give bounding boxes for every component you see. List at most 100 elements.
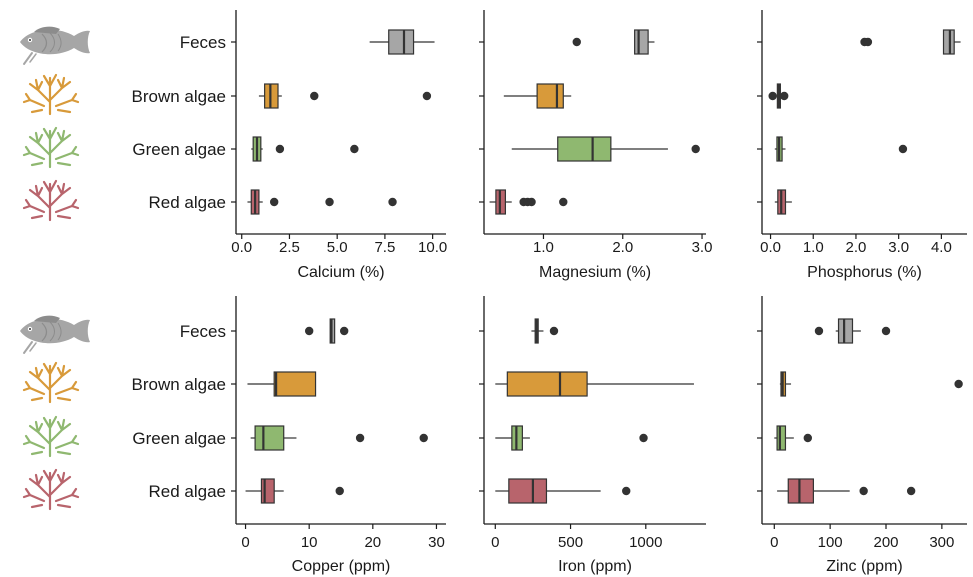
box-green-algae <box>250 425 428 451</box>
category-label-red-algae: Red algae <box>148 193 226 212</box>
red-algae-icon <box>22 179 80 222</box>
box-feces <box>369 29 435 55</box>
x-tick-label: 200 <box>873 534 898 551</box>
outlier-point <box>335 486 344 496</box>
panel-copper-ppm: 0 10 20 30 Copper (ppm) <box>231 296 446 575</box>
x-axis-title: Phosphorus (%) <box>807 264 922 281</box>
outlier-point <box>549 326 559 336</box>
panel-phosphorus: 0.0 1.0 2.0 3.0 4.0 Phosphorus (%) <box>757 10 967 281</box>
outlier-point <box>859 486 868 496</box>
box-iqr <box>506 371 588 397</box>
box-red-algae <box>774 189 792 215</box>
x-tick-label: 2.0 <box>846 239 867 256</box>
x-tick-label: 0.0 <box>231 239 252 256</box>
outlier-point <box>350 144 359 154</box>
category-label-green-algae: Green algae <box>132 140 226 159</box>
outlier-point <box>954 379 963 389</box>
box-feces <box>860 29 961 55</box>
category-label-feces: Feces <box>180 322 226 341</box>
box-green-algae <box>511 136 700 162</box>
box-brown-algae <box>503 83 572 109</box>
x-tick-label: 5.0 <box>327 239 348 256</box>
box-iqr <box>787 478 814 504</box>
x-axis-title: Calcium (%) <box>297 264 384 281</box>
box-red-algae <box>245 478 344 504</box>
x-tick-label: 0 <box>770 534 778 551</box>
outlier-point <box>310 91 319 101</box>
box-green-algae <box>774 136 908 162</box>
box-feces <box>814 318 891 344</box>
x-tick-label: 2.0 <box>612 239 633 256</box>
x-tick-label: 7.5 <box>374 239 395 256</box>
outlier-point <box>269 197 279 207</box>
box-feces <box>531 318 559 344</box>
outlier-point <box>527 197 536 207</box>
panel-zinc-ppm: 0 100 200 300 Zinc (ppm) <box>757 296 967 575</box>
panel-magnesium: 1.0 2.0 3.0 Magnesium (%) <box>479 10 712 281</box>
x-tick-label: 100 <box>818 534 843 551</box>
x-axis-title: Iron (ppm) <box>558 558 632 575</box>
green-algae-icon <box>22 126 80 169</box>
brown-algae-icon <box>22 361 80 404</box>
box-green-algae <box>495 425 648 451</box>
outlier-point <box>422 91 432 101</box>
red-algae-icon <box>22 468 80 511</box>
outlier-point <box>355 433 365 443</box>
outlier-point <box>803 433 813 443</box>
box-iqr <box>536 83 564 109</box>
box-green-algae <box>251 136 359 162</box>
outlier-point <box>275 144 285 154</box>
x-tick-label: 0 <box>241 534 249 551</box>
category-label-brown-algae: Brown algae <box>131 375 226 394</box>
box-iqr <box>837 318 854 344</box>
outlier-point <box>559 197 568 207</box>
x-tick-label: 0 <box>491 534 499 551</box>
x-tick-label: 0.0 <box>760 239 781 256</box>
x-axis-title: Copper (ppm) <box>292 558 391 575</box>
outlier-point <box>325 197 334 207</box>
box-brown-algae <box>779 371 963 397</box>
box-red-algae <box>777 478 916 504</box>
x-axis-title: Magnesium (%) <box>539 264 651 281</box>
outlier-point <box>622 486 631 496</box>
outlier-point <box>339 326 349 336</box>
x-tick-label: 30 <box>428 534 445 551</box>
category-label-feces: Feces <box>180 33 226 52</box>
box-iqr <box>388 29 415 55</box>
category-label-red-algae: Red algae <box>148 482 226 501</box>
x-tick-label: 2.5 <box>279 239 300 256</box>
box-iqr <box>254 425 285 451</box>
box-red-algae <box>247 189 397 215</box>
outlier-point <box>780 91 789 101</box>
box-red-algae <box>495 478 631 504</box>
x-axis-title: Zinc (ppm) <box>826 558 902 575</box>
x-tick-label: 20 <box>364 534 381 551</box>
x-tick-label: 10 <box>301 534 318 551</box>
box-iqr <box>273 371 317 397</box>
box-iqr <box>508 478 548 504</box>
panel-calcium: 0.0 2.5 5.0 7.5 10.0 Calcium (%) <box>231 10 447 281</box>
box-brown-algae <box>247 371 317 397</box>
fish-icon <box>19 25 91 66</box>
box-green-algae <box>774 425 813 451</box>
box-red-algae <box>489 189 568 215</box>
outlier-point <box>814 326 824 336</box>
x-tick-label: 500 <box>558 534 583 551</box>
x-tick-label: 1.0 <box>533 239 554 256</box>
x-tick-label: 3.0 <box>888 239 909 256</box>
x-tick-label: 300 <box>929 534 954 551</box>
fish-icon <box>19 314 91 354</box>
panel-iron-ppm: 0 500 1000 Iron (ppm) <box>479 296 706 575</box>
category-label-green-algae: Green algae <box>132 429 226 448</box>
outlier-point <box>304 326 314 336</box>
box-iqr <box>260 478 275 504</box>
x-tick-label: 3.0 <box>692 239 713 256</box>
box-iqr <box>634 29 649 55</box>
outlier-point <box>639 433 648 443</box>
outlier-point <box>906 486 916 496</box>
category-label-brown-algae: Brown algae <box>131 87 226 106</box>
box-brown-algae <box>495 371 694 397</box>
green-algae-icon <box>22 415 80 458</box>
box-brown-algae <box>258 83 432 109</box>
